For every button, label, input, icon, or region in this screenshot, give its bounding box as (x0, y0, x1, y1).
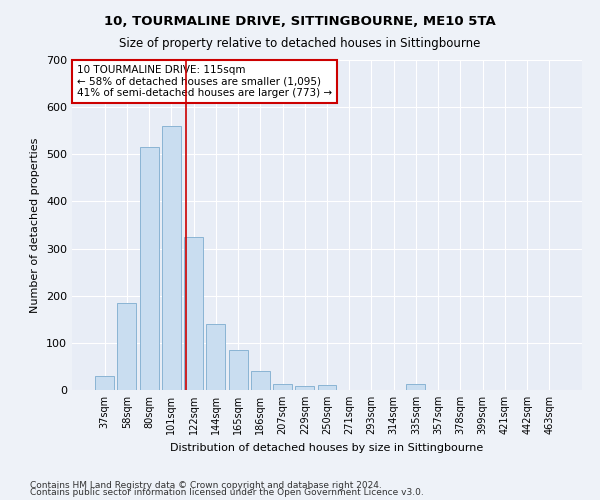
Bar (118, 303, 136, 390)
Bar (251, 371, 270, 390)
Bar (273, 384, 292, 390)
Bar (95, 376, 114, 390)
Text: Contains HM Land Registry data © Crown copyright and database right 2024.: Contains HM Land Registry data © Crown c… (30, 480, 382, 490)
Bar (295, 386, 314, 390)
Bar (229, 350, 248, 390)
Text: Contains public sector information licensed under the Open Government Licence v3: Contains public sector information licen… (30, 488, 424, 497)
Text: 10, TOURMALINE DRIVE, SITTINGBOURNE, ME10 5TA: 10, TOURMALINE DRIVE, SITTINGBOURNE, ME1… (104, 15, 496, 28)
Bar (317, 386, 337, 390)
Text: Size of property relative to detached houses in Sittingbourne: Size of property relative to detached ho… (119, 38, 481, 51)
Bar (140, 147, 158, 390)
X-axis label: Distribution of detached houses by size in Sittingbourne: Distribution of detached houses by size … (170, 442, 484, 452)
Bar (406, 384, 425, 390)
Y-axis label: Number of detached properties: Number of detached properties (31, 138, 40, 312)
Text: 10 TOURMALINE DRIVE: 115sqm
← 58% of detached houses are smaller (1,095)
41% of : 10 TOURMALINE DRIVE: 115sqm ← 58% of det… (77, 65, 332, 98)
Bar (162, 126, 181, 390)
Bar (184, 237, 203, 390)
Bar (206, 324, 225, 390)
